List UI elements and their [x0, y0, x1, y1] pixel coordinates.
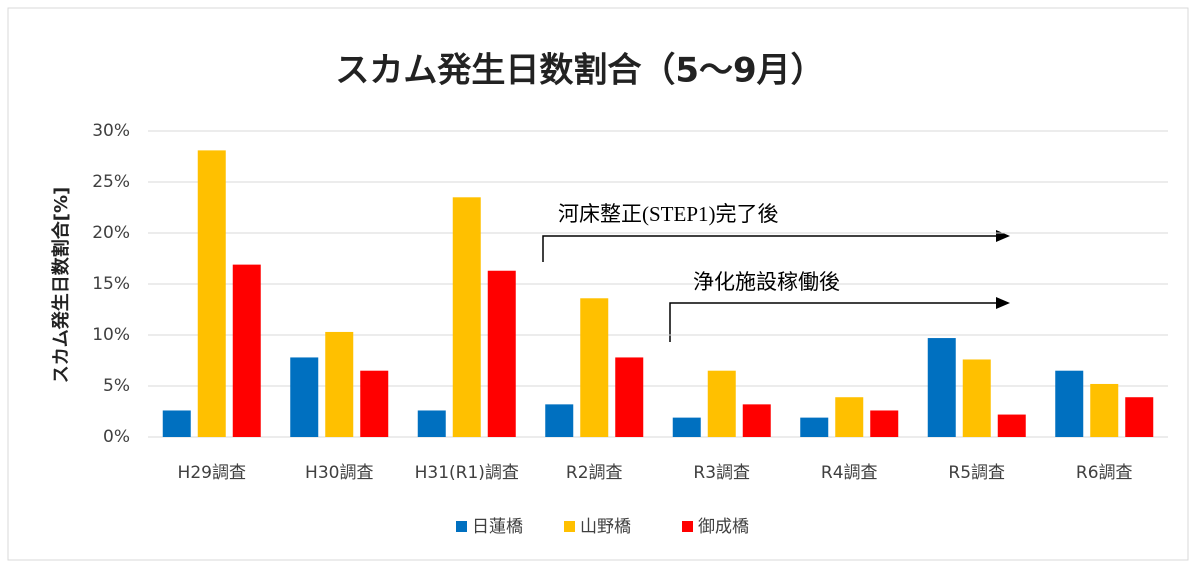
bar [962, 359, 991, 437]
arrow-head [996, 297, 1010, 309]
bar [360, 370, 389, 437]
x-tick-label: R6調査 [1076, 463, 1133, 483]
legend-swatch [564, 521, 575, 532]
bar [545, 404, 574, 437]
bar [290, 357, 319, 437]
y-tick-label: 0% [103, 427, 130, 447]
legend-swatch [456, 521, 467, 532]
x-tick-label: R4調査 [821, 463, 878, 483]
bar [742, 404, 771, 437]
bar [927, 338, 956, 437]
bar [800, 417, 829, 437]
bar [1055, 370, 1084, 437]
y-axis-label: スカム発生日数割合[%] [50, 187, 72, 384]
bar [1125, 397, 1154, 437]
x-tick-label: R2調査 [566, 463, 623, 483]
bar [672, 417, 701, 437]
bar [870, 410, 899, 437]
x-tick-label: H29調査 [178, 463, 246, 483]
y-tick-label: 10% [92, 325, 130, 345]
bar [417, 410, 446, 437]
chart-title: スカム発生日数割合（5～9月） [335, 51, 824, 91]
x-tick-label: H31(R1)調査 [415, 463, 519, 483]
y-tick-label: 5% [103, 376, 130, 396]
annotation-arrow [542, 235, 1008, 262]
bar [325, 331, 354, 437]
y-tick-label: 20% [92, 223, 130, 243]
bar [452, 197, 481, 437]
bar [707, 370, 736, 437]
bar [1090, 383, 1119, 437]
bar [162, 410, 191, 437]
legend-label: 御成橋 [698, 517, 749, 537]
annotation: 浄化施設稼働後 [693, 270, 840, 294]
legend-swatch [682, 521, 693, 532]
bar [997, 414, 1026, 437]
y-tick-label: 30% [92, 121, 130, 141]
annotation: 河床整正(STEP1)完了後 [558, 202, 779, 226]
legend-label: 日蓮橋 [472, 517, 523, 537]
bar [232, 264, 261, 437]
y-tick-label: 25% [92, 172, 130, 192]
x-tick-label: H30調査 [305, 463, 373, 483]
legend-label: 山野橋 [580, 517, 631, 537]
bar [487, 270, 516, 437]
bar [615, 357, 644, 437]
x-tick-label: R5調査 [948, 463, 1005, 483]
bar [197, 150, 226, 437]
annotation-arrow [669, 302, 1008, 342]
x-tick-label: R3調査 [693, 463, 750, 483]
bar [835, 397, 864, 437]
bar [580, 298, 609, 437]
y-tick-label: 15% [92, 274, 130, 294]
